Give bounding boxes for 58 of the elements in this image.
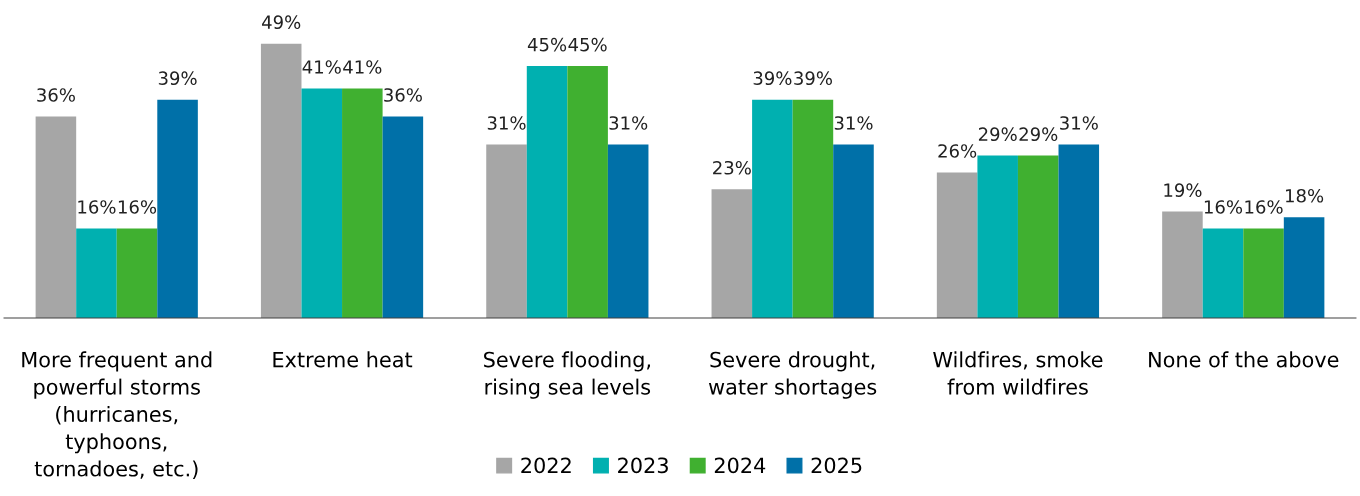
x-tick-label: Severe flooding, rising sea levels: [484, 351, 651, 399]
data-label: 31%: [609, 116, 648, 130]
x-tick-label: More frequent and powerful storms (hurricanes, typhoons, tornadoes, etc.): [22, 351, 212, 480]
bar: [1017, 155, 1059, 318]
data-label: 45%: [568, 37, 607, 52]
data-label: 31%: [487, 116, 526, 130]
bar: [342, 88, 383, 318]
bar: [1243, 228, 1284, 318]
data-label: 16%: [78, 200, 116, 214]
bar: [607, 144, 649, 318]
bar: [526, 66, 568, 318]
data-label: 16%: [118, 200, 157, 214]
data-label: 16%: [1204, 200, 1243, 214]
bar: [567, 66, 608, 318]
data-label: 36%: [384, 88, 422, 102]
bar: [936, 172, 978, 318]
bar: [1202, 228, 1244, 318]
legend-label: 2024: [714, 457, 766, 474]
bar: [1058, 144, 1100, 318]
bar: [711, 189, 753, 318]
bar: [752, 99, 793, 318]
data-label: 31%: [1060, 116, 1098, 130]
data-label: 23%: [713, 160, 751, 175]
data-label: 36%: [37, 88, 75, 102]
data-label: 29%: [978, 127, 1017, 142]
x-tick-label: None of the above: [1149, 351, 1339, 368]
bar: [1162, 211, 1203, 318]
bar: [833, 144, 874, 318]
bar: [382, 116, 424, 318]
data-label: 19%: [1164, 183, 1202, 197]
data-label: 49%: [262, 15, 301, 30]
x-tick-label: Extreme heat: [273, 351, 413, 368]
data-label: 41%: [343, 60, 382, 74]
bar: [260, 43, 302, 318]
data-label: 41%: [302, 60, 341, 74]
data-label: 29%: [1019, 127, 1058, 142]
data-label: 26%: [938, 144, 977, 158]
data-label: 39%: [753, 71, 792, 86]
legend-label: 2022: [521, 457, 571, 474]
bar: [157, 99, 198, 318]
bar: [977, 155, 1018, 318]
data-label: 45%: [527, 37, 567, 52]
data-label: 18%: [1286, 188, 1324, 203]
bar: [486, 144, 527, 318]
bar: [301, 88, 343, 318]
x-tick-label: Wildfires, smoke from wildfires: [933, 351, 1103, 395]
bar: [35, 116, 77, 318]
legend-label: 2023: [618, 457, 668, 474]
data-label: 39%: [158, 71, 197, 86]
bar: [116, 228, 158, 318]
data-label: 39%: [794, 71, 832, 86]
bar: [1283, 217, 1325, 318]
bar: [76, 228, 117, 318]
legend-label: 2025: [811, 457, 862, 474]
bar: [792, 99, 834, 318]
data-label: 31%: [834, 116, 873, 130]
data-label: 16%: [1245, 200, 1283, 214]
x-tick-label: Severe drought, water shortages: [708, 351, 877, 399]
